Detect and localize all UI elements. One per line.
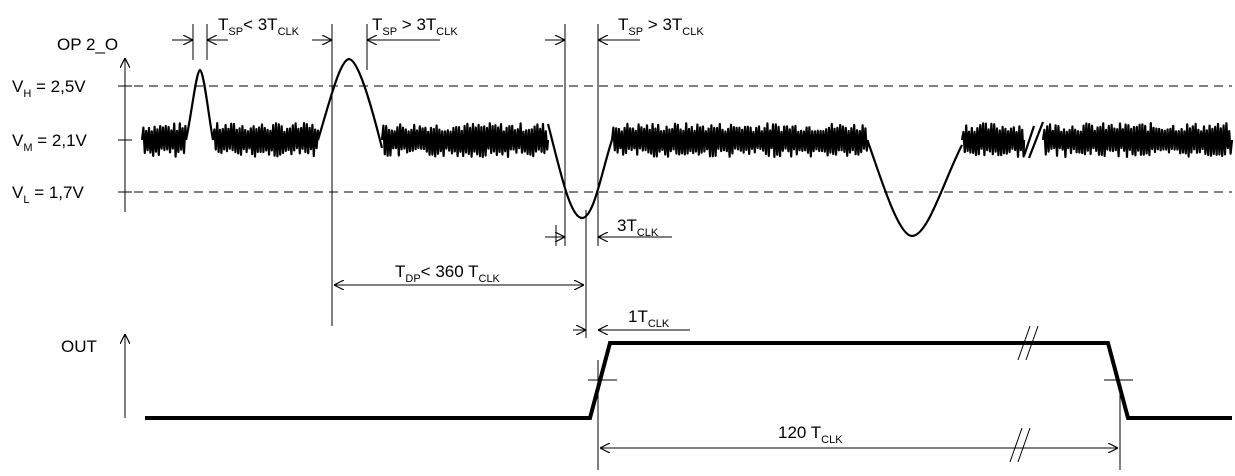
vh-label: VH = 2,5V [12,77,86,100]
vm-label: VM = 2,1V [12,131,88,154]
out-waveform [145,341,1232,420]
op-waveform [140,57,1234,238]
tdp-label: TDP< 360 TCLK [395,262,501,285]
tsp-short-label: TSP< 3TCLK [218,15,300,38]
three-tclk-label: 3TCLK [617,216,659,239]
one-tclk-label: 1TCLK [628,307,670,330]
tsp-long-label-1: TSP > 3TCLK [372,15,458,38]
tsp-long-label-2: TSP > 3TCLK [618,15,704,38]
op-signal-label: OP 2_O [57,35,118,54]
out-signal-label: OUT [61,337,97,356]
vl-label: VL = 1,7V [12,183,84,206]
out-width-label: 120 TCLK [778,423,843,446]
